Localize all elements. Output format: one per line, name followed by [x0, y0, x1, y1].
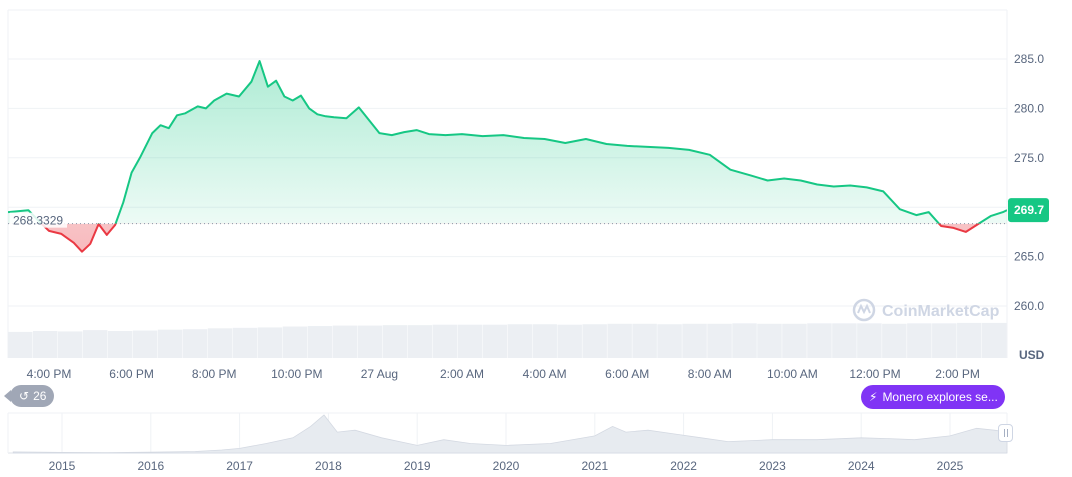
watermark-text: CoinMarketCap — [882, 303, 1000, 320]
price-line — [8, 60, 1007, 253]
overview-year-label: 2023 — [759, 459, 786, 473]
overview-year-label: 2019 — [404, 459, 431, 473]
watermark: CoinMarketCap — [852, 298, 1000, 322]
x-tick-label: 6:00 PM — [109, 367, 154, 381]
volume-bar — [282, 326, 308, 358]
volume-bar — [757, 323, 782, 358]
y-tick-label: 265.0 — [1014, 250, 1044, 264]
volume-bar — [607, 323, 632, 358]
volume-bars — [8, 322, 1007, 358]
x-tick-label: 8:00 PM — [192, 367, 237, 381]
x-tick-label: 6:00 AM — [605, 367, 649, 381]
price-line-up — [8, 60, 1007, 224]
reference-value-label: 268.3329 — [13, 214, 63, 228]
overview-x-axis: 2015 2016 2017 2018 2019 2020 2021 2022 2023 2024… — [49, 459, 964, 473]
overview-area — [12, 414, 1008, 454]
volume-bar — [157, 329, 183, 358]
x-tick-label: 4:00 AM — [523, 367, 567, 381]
volume-bar — [732, 323, 757, 358]
volume-bar — [432, 324, 458, 358]
plot-frame — [7, 9, 1008, 358]
volume-bar — [682, 323, 707, 358]
volume-bar — [857, 323, 882, 358]
news-pill-label: Monero explores se... — [882, 390, 998, 404]
y-tick-label: 280.0 — [1014, 101, 1044, 115]
range-drag-handle[interactable] — [998, 424, 1013, 442]
x-tick-label: 4:00 PM — [27, 367, 72, 381]
area-above-reference — [8, 61, 1007, 224]
x-tick-label: 2:00 PM — [935, 367, 980, 381]
overview-year-label: 2018 — [315, 459, 342, 473]
volume-bar — [357, 325, 383, 358]
volume-bar — [507, 324, 532, 358]
last-price-label: 269.7 — [1014, 203, 1044, 217]
volume-bar — [957, 322, 982, 358]
last-price-badge: 269.7 — [1008, 198, 1049, 223]
volume-bar — [832, 323, 857, 358]
volume-bar — [582, 324, 607, 358]
overview-year-label: 2015 — [49, 459, 76, 473]
event-count-label: 26 — [33, 389, 47, 403]
news-pill[interactable]: ⚡︎ Monero explores se... — [861, 385, 1005, 409]
volume-bar — [907, 323, 932, 358]
y-tick-label: 285.0 — [1014, 52, 1044, 66]
y-tick-label: 260.0 — [1014, 299, 1044, 313]
volume-bar — [482, 324, 507, 358]
overview-year-label: 2024 — [848, 459, 875, 473]
overview-year-label: 2017 — [226, 459, 253, 473]
overview-year-label: 2022 — [670, 459, 697, 473]
price-area — [8, 61, 1007, 252]
volume-bar — [382, 325, 408, 358]
volume-bar — [257, 327, 283, 358]
volume-bar — [107, 331, 133, 358]
overview-year-label: 2025 — [937, 459, 964, 473]
volume-bar — [332, 325, 358, 358]
volume-bar — [57, 331, 83, 358]
coinmarketcap-logo-icon — [852, 298, 876, 322]
volume-bar — [532, 324, 557, 358]
overview-year-label: 2020 — [493, 459, 520, 473]
volume-bar — [8, 331, 33, 358]
x-tick-label: 2:00 AM — [440, 367, 484, 381]
x-tick-label: 10:00 PM — [271, 367, 322, 381]
volume-bar — [232, 327, 258, 358]
event-count-badge[interactable]: ↺ 26 — [4, 385, 54, 407]
volume-bar — [82, 330, 108, 358]
volume-bar — [457, 324, 483, 358]
x-tick-label: 10:00 AM — [767, 367, 818, 381]
volume-bar — [882, 323, 907, 358]
volume-bar — [657, 324, 682, 358]
overview-year-label: 2016 — [137, 459, 164, 473]
x-tick-label: 8:00 AM — [688, 367, 732, 381]
volume-bar — [132, 330, 158, 358]
volume-bar — [557, 324, 582, 358]
y-axis: 260.0 265.0 275.0 280.0 285.0 — [1014, 52, 1044, 313]
volume-bar — [632, 323, 657, 358]
lightning-icon: ⚡︎ — [869, 390, 878, 404]
volume-bar — [307, 326, 333, 358]
history-icon: ↺ — [19, 389, 30, 403]
reference-label: 268.3329 — [10, 212, 67, 228]
volume-bar — [782, 323, 807, 358]
overview-navigator[interactable]: 2015 2016 2017 2018 2019 2020 2021 2022 2023 2024… — [7, 412, 1008, 473]
x-tick-label: 12:00 PM — [849, 367, 900, 381]
currency-label: USD — [1019, 348, 1045, 362]
volume-bar — [207, 328, 233, 358]
volume-bar — [407, 325, 433, 358]
area-below-reference — [8, 223, 1007, 252]
volume-bar — [982, 322, 1007, 358]
y-tick-label: 275.0 — [1014, 151, 1044, 165]
x-axis: 4:00 PM 6:00 PM 8:00 PM 10:00 PM 27 Aug 2:00 … — [27, 367, 980, 381]
volume-bar — [807, 323, 832, 358]
overview-year-label: 2021 — [581, 459, 608, 473]
volume-bar — [932, 323, 957, 358]
volume-bar — [32, 331, 58, 358]
x-tick-label: 27 Aug — [361, 367, 398, 381]
volume-bar — [182, 329, 208, 358]
volume-bar — [707, 323, 732, 358]
